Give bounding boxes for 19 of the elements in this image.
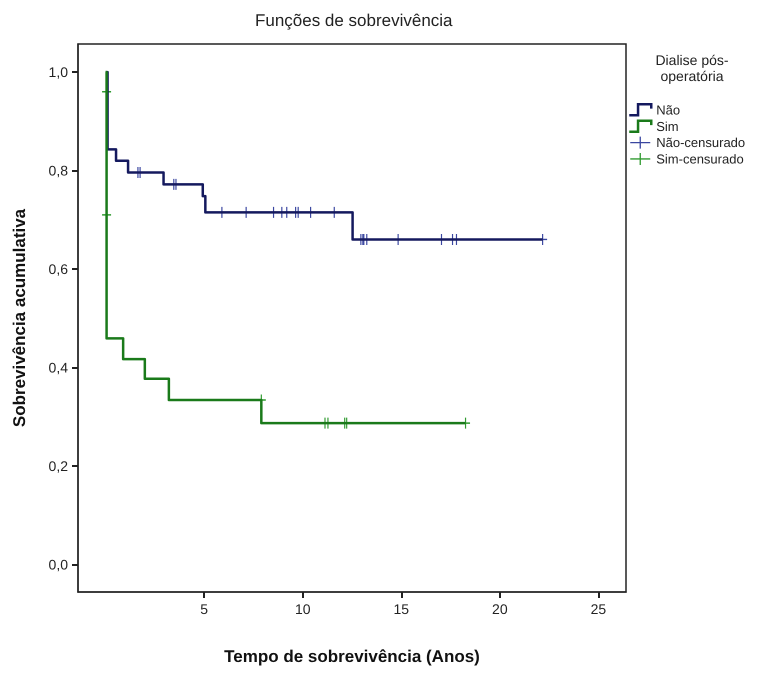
chart-title: Funções de sobrevivência [255,11,454,30]
legend-label: Sim-censurado [656,151,744,166]
legend-title: Dialise pós-operatória [655,52,729,84]
y-tick-label: 0,8 [48,162,68,179]
y-tick-label: 0,6 [48,261,68,278]
y-tick-label: 0,2 [48,458,68,474]
y-tick-label: 1,0 [48,64,68,80]
legend-label: Não [656,102,680,118]
x-axis-title: Tempo de sobrevivência (Anos) [224,647,480,666]
x-tick-label: 5 [200,601,208,617]
x-tick-label: 15 [393,601,410,617]
x-tick-label: 10 [294,601,311,617]
y-tick-label: 0,0 [48,556,68,572]
y-tick-label: 0,4 [48,359,68,376]
legend-label: Sim [656,118,679,134]
x-tick-label: 25 [590,601,606,617]
x-tick-label: 20 [492,601,508,617]
y-axis-title: Sobrevivência acumulativa [10,208,29,428]
legend-label: Não-censurado [656,135,746,150]
